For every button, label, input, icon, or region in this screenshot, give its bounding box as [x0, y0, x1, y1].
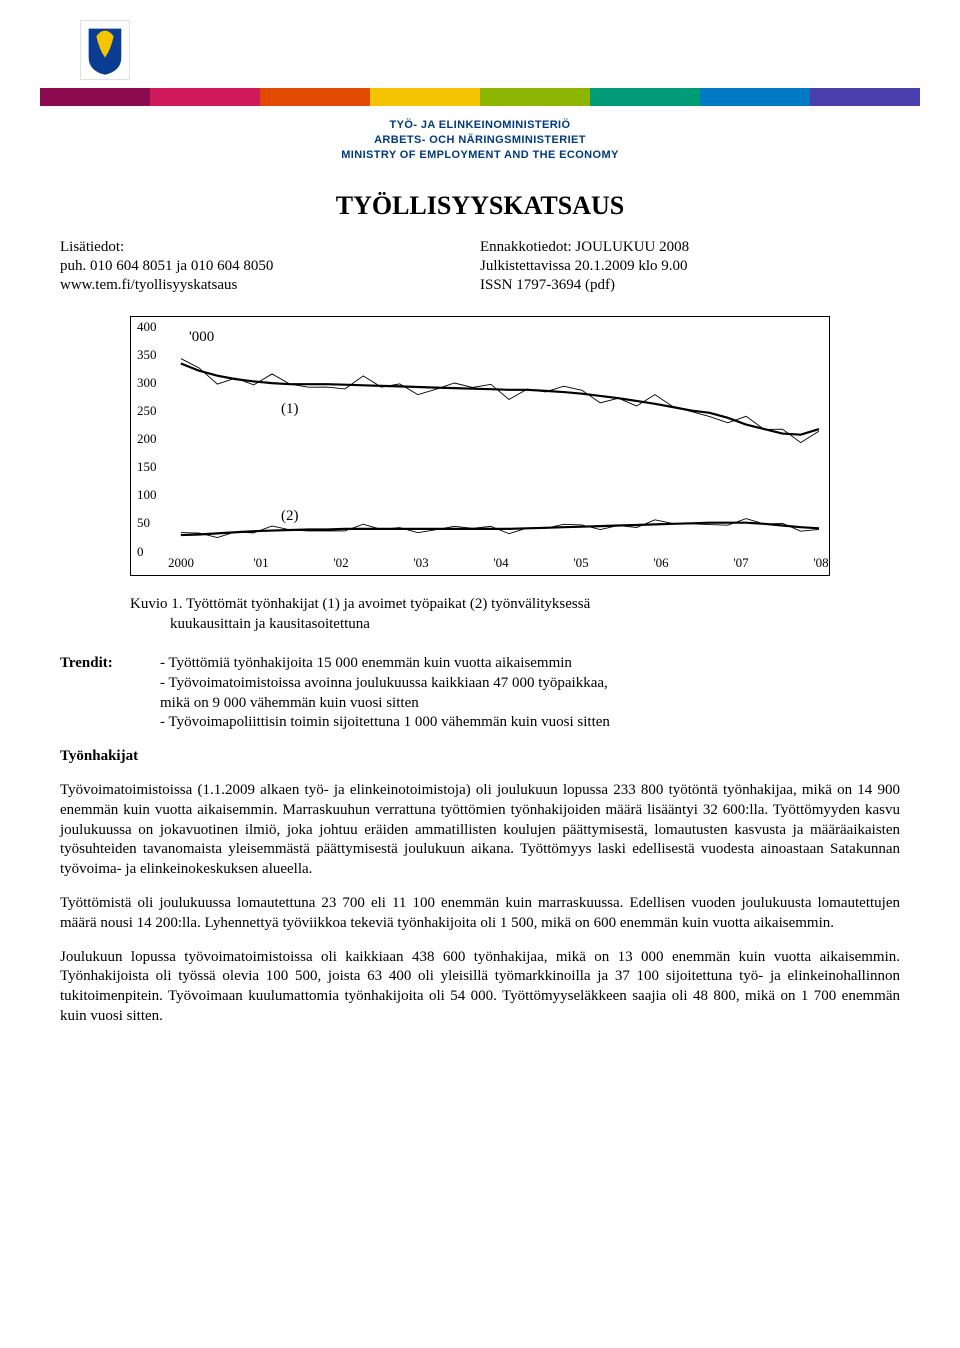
logo-emblem — [80, 20, 130, 80]
ministry-fi: TYÖ- JA ELINKEINOMINISTERIÖ — [40, 118, 920, 133]
series2-trend — [181, 522, 819, 534]
series2-annotation: (2) — [281, 508, 299, 525]
x-tick-label: '07 — [733, 555, 748, 571]
meta-right-1: Ennakkotiedot: JOULUKUU 2008 — [480, 239, 900, 256]
ministry-names: TYÖ- JA ELINKEINOMINISTERIÖ ARBETS- OCH … — [40, 118, 920, 163]
y-tick-label: 250 — [137, 403, 157, 419]
chart-box: 0 50 100 150 200 250 300 350 400 2000 '01 '02 '03 '04… — [130, 316, 830, 576]
chart-caption: Kuvio 1. Työttömät työnhakijat (1) ja av… — [130, 594, 830, 635]
meta-left-3: www.tem.fi/tyollisyyskatsaus — [60, 277, 480, 294]
meta-left-2: puh. 010 604 8051 ja 010 604 8050 — [60, 258, 480, 275]
series1-raw — [181, 358, 819, 442]
page-header: TYÖ- JA ELINKEINOMINISTERIÖ ARBETS- OCH … — [0, 0, 960, 173]
x-tick-label: '04 — [493, 555, 508, 571]
body-text: Trendit: - Työttömiä työnhakijoita 15 00… — [0, 634, 960, 1081]
series1-trend — [181, 363, 819, 434]
document-title: TYÖLLISYYSKATSAUS — [60, 191, 900, 221]
trendit-row: Trendit: - Työttömiä työnhakijoita 15 00… — [60, 654, 900, 733]
x-tick-label: '06 — [653, 555, 668, 571]
meta-right-3: ISSN 1797-3694 (pdf) — [480, 277, 900, 294]
y-tick-label: 350 — [137, 347, 157, 363]
meta-row-1: Lisätiedot: Ennakkotiedot: JOULUKUU 2008 — [60, 239, 900, 256]
x-tick-label: '01 — [253, 555, 268, 571]
para-1: Työvoimatoimistoissa (1.1.2009 alkaen ty… — [60, 781, 900, 880]
y-tick-label: 100 — [137, 487, 157, 503]
unit-label: '000 — [189, 329, 214, 346]
x-tick-label: '05 — [573, 555, 588, 571]
meta-row-3: www.tem.fi/tyollisyyskatsaus ISSN 1797-3… — [60, 277, 900, 294]
y-tick-label: 150 — [137, 459, 157, 475]
chart-wrapper: 0 50 100 150 200 250 300 350 400 2000 '01 '02 '03 '04… — [0, 296, 960, 635]
header-stripes — [40, 88, 920, 106]
y-tick-label: 400 — [137, 319, 157, 335]
para-2: Työttömistä oli joulukuussa lomautettuna… — [60, 894, 900, 934]
title-block: TYÖLLISYYSKATSAUS Lisätiedot: Ennakkotie… — [0, 191, 960, 294]
y-tick-label: 0 — [137, 544, 144, 560]
trendit-items: - Työttömiä työnhakijoita 15 000 enemmän… — [160, 654, 900, 733]
x-tick-label: '03 — [413, 555, 428, 571]
section-head: Työnhakijat — [60, 747, 900, 767]
x-tick-label: 2000 — [168, 555, 194, 571]
y-tick-label: 200 — [137, 431, 157, 447]
trendit-label: Trendit: — [60, 654, 160, 733]
crest-icon — [81, 21, 129, 79]
chart-svg — [131, 317, 829, 576]
para-3: Joulukuun lopussa työvoimatoimistoissa o… — [60, 948, 900, 1027]
meta-right-2: Julkistettavissa 20.1.2009 klo 9.00 — [480, 258, 900, 275]
ministry-en: MINISTRY OF EMPLOYMENT AND THE ECONOMY — [40, 148, 920, 163]
x-tick-label: '08 — [813, 555, 828, 571]
x-tick-label: '02 — [333, 555, 348, 571]
meta-row-2: puh. 010 604 8051 ja 010 604 8050 Julkis… — [60, 258, 900, 275]
ministry-sv: ARBETS- OCH NÄRINGSMINISTERIET — [40, 133, 920, 148]
series1-annotation: (1) — [281, 401, 299, 418]
y-tick-label: 50 — [137, 515, 150, 531]
y-tick-label: 300 — [137, 375, 157, 391]
meta-left-1: Lisätiedot: — [60, 239, 480, 256]
